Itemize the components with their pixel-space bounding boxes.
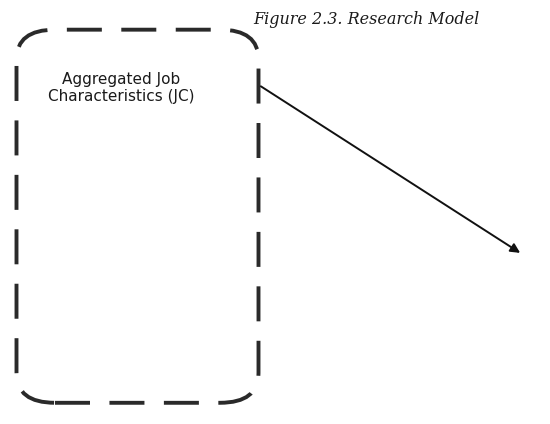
Text: Figure 2.3. Research Model: Figure 2.3. Research Model	[253, 11, 479, 28]
Text: Aggregated Job
Characteristics (JC): Aggregated Job Characteristics (JC)	[48, 72, 194, 104]
